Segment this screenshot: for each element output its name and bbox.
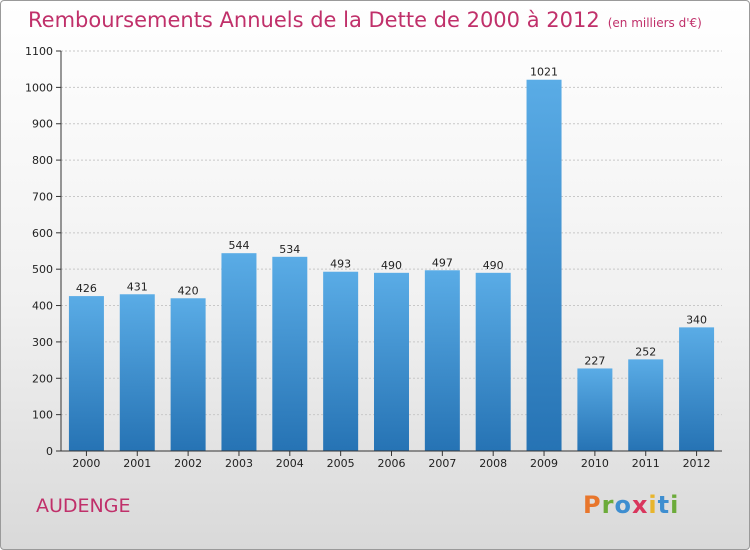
y-tick-label: 600 bbox=[32, 227, 53, 240]
y-tick-label: 500 bbox=[32, 263, 53, 276]
y-tick-label: 0 bbox=[46, 445, 53, 458]
y-tick-label: 300 bbox=[32, 336, 53, 349]
bar bbox=[119, 294, 155, 451]
y-tick-label: 1000 bbox=[25, 81, 53, 94]
bar bbox=[424, 270, 460, 451]
y-tick-label: 100 bbox=[32, 409, 53, 422]
data-label: 252 bbox=[635, 345, 656, 358]
bar bbox=[68, 296, 104, 451]
data-label: 493 bbox=[330, 258, 351, 271]
proxiti-logo: Proxiti bbox=[583, 491, 679, 519]
logo-letter: x bbox=[631, 491, 649, 519]
x-tick-label: 2005 bbox=[327, 457, 355, 470]
x-tick-label: 2003 bbox=[225, 457, 253, 470]
bar bbox=[323, 271, 359, 451]
x-tick-label: 2009 bbox=[530, 457, 558, 470]
x-tick-label: 2004 bbox=[276, 457, 304, 470]
logo-letter: o bbox=[614, 491, 632, 519]
logo-letter: i bbox=[648, 491, 658, 519]
data-label: 490 bbox=[483, 259, 504, 272]
x-tick-label: 2008 bbox=[479, 457, 507, 470]
bar bbox=[577, 368, 613, 451]
x-tick-label: 2007 bbox=[428, 457, 456, 470]
y-tick-label: 800 bbox=[32, 154, 53, 167]
data-label: 544 bbox=[228, 239, 249, 252]
place-name: AUDENGE bbox=[36, 495, 131, 517]
y-tick-label: 200 bbox=[32, 372, 53, 385]
data-label: 340 bbox=[686, 313, 707, 326]
chart-subtitle: (en milliers d'€) bbox=[607, 16, 702, 30]
bar bbox=[374, 272, 409, 451]
bar bbox=[628, 359, 664, 451]
data-label: 497 bbox=[432, 256, 453, 269]
logo-letter: t bbox=[657, 491, 671, 519]
logo-letter: r bbox=[601, 491, 615, 519]
data-label: 534 bbox=[279, 243, 300, 256]
bar bbox=[679, 327, 715, 451]
y-tick-label: 900 bbox=[32, 118, 53, 131]
x-tick-label: 2000 bbox=[72, 457, 100, 470]
bar bbox=[475, 272, 511, 451]
data-label: 431 bbox=[127, 280, 148, 293]
data-label: 1021 bbox=[530, 66, 558, 79]
logo-letter: i bbox=[670, 491, 680, 519]
x-tick-label: 2010 bbox=[581, 457, 609, 470]
bar bbox=[170, 298, 206, 451]
y-tick-label: 400 bbox=[32, 300, 53, 313]
bar bbox=[221, 253, 257, 451]
x-tick-label: 2011 bbox=[632, 457, 660, 470]
bar bbox=[272, 256, 308, 451]
x-tick-label: 2002 bbox=[174, 457, 202, 470]
y-tick-label: 700 bbox=[32, 190, 53, 203]
chart-title: Remboursements Annuels de la Dette de 20… bbox=[28, 8, 600, 32]
x-tick-label: 2012 bbox=[683, 457, 711, 470]
x-tick-label: 2001 bbox=[123, 457, 151, 470]
data-label: 420 bbox=[178, 284, 199, 297]
title-line: Remboursements Annuels de la Dette de 20… bbox=[28, 8, 702, 32]
y-tick-label: 1100 bbox=[25, 45, 53, 58]
data-label: 490 bbox=[381, 259, 402, 272]
data-label: 426 bbox=[76, 282, 97, 295]
data-label: 227 bbox=[584, 354, 605, 367]
x-tick-label: 2006 bbox=[378, 457, 406, 470]
logo-letter: P bbox=[583, 491, 602, 519]
bar bbox=[526, 79, 562, 452]
